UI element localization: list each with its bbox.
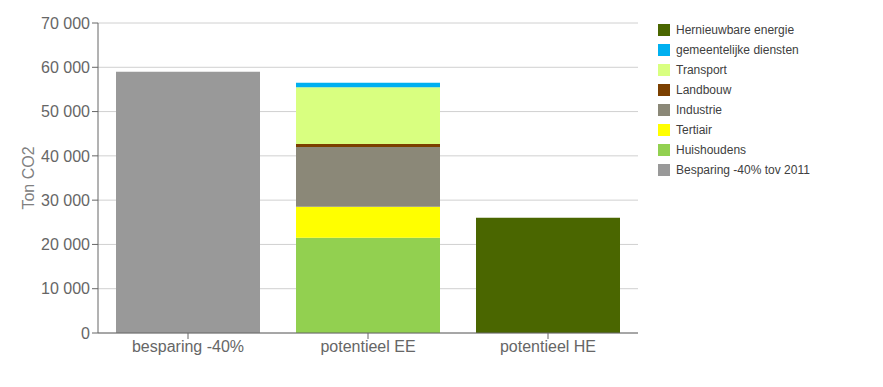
html-text:Huishoudens: Huishoudens — [676, 143, 747, 157]
svg-text:potentieel EE: potentieel EE — [320, 338, 415, 355]
html-text:Industrie: Industrie — [676, 103, 722, 117]
svg-text:Ton CO2: Ton CO2 — [20, 146, 37, 209]
svg-text:potentieel HE: potentieel HE — [500, 338, 596, 355]
svg-text:0: 0 — [81, 325, 90, 342]
html-text:Landbouw: Landbouw — [676, 83, 732, 97]
svg-text:40 000: 40 000 — [41, 148, 90, 165]
svg-text:30 000: 30 000 — [41, 192, 90, 209]
html-text:Tertiair: Tertiair — [676, 123, 712, 137]
svg-text:60 000: 60 000 — [41, 59, 90, 76]
svg-text:70 000: 70 000 — [41, 15, 90, 32]
svg-text:besparing -40%: besparing -40% — [132, 338, 244, 355]
html-text:Transport: Transport — [676, 63, 727, 77]
html-text:Besparing -40% tov 2011: Besparing -40% tov 2011 — [676, 163, 810, 177]
html-text:gemeentelijke diensten: gemeentelijke diensten — [676, 43, 799, 57]
html-text:Hernieuwbare energie: Hernieuwbare energie — [676, 23, 795, 37]
svg-text:20 000: 20 000 — [41, 236, 90, 253]
svg-text:50 000: 50 000 — [41, 103, 90, 120]
svg-text:10 000: 10 000 — [41, 280, 90, 297]
